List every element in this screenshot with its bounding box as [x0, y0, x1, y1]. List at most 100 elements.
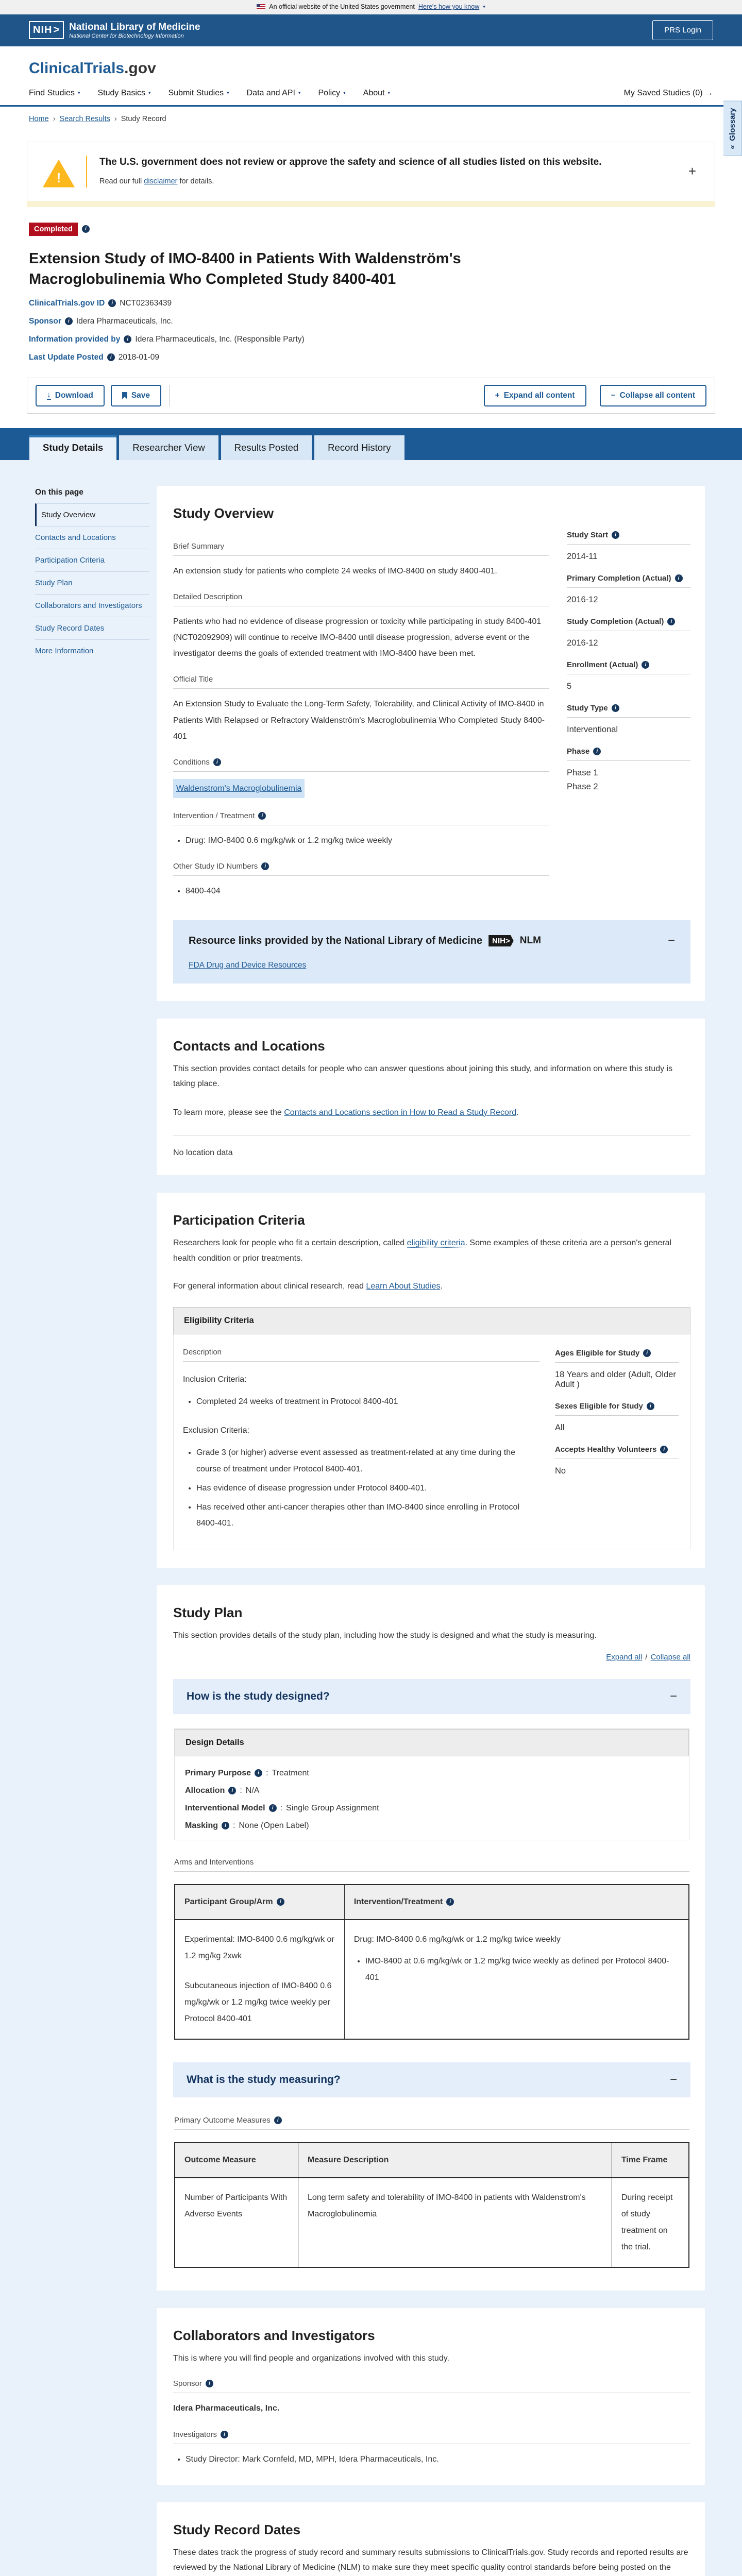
info-icon[interactable]: i — [646, 1402, 654, 1411]
save-button[interactable]: Save — [110, 384, 162, 406]
table-row: Experimental: IMO-8400 0.6 mg/kg/wk or 1… — [174, 1919, 689, 2040]
sidebar-item-study-overview[interactable]: Study Overview — [35, 503, 149, 526]
info-icon[interactable]: i — [222, 1822, 230, 1830]
info-icon[interactable]: i — [612, 531, 620, 539]
info-icon[interactable]: i — [108, 299, 116, 308]
general-info-post: . — [440, 1281, 443, 1291]
separator: / — [645, 1652, 648, 1662]
info-icon[interactable]: i — [228, 1787, 237, 1795]
collapse-section-icon[interactable]: − — [667, 934, 675, 948]
info-icon[interactable]: i — [258, 812, 266, 820]
time-frame-col-header: Time Frame — [611, 2142, 689, 2178]
minus-icon[interactable]: − — [669, 2072, 677, 2087]
sidebar-item-contacts-and-locations[interactable]: Contacts and Locations — [35, 526, 149, 549]
collaborators-heading: Collaborators and Investigators — [173, 2327, 375, 2343]
tab-record-history[interactable]: Record History — [314, 434, 405, 460]
sexes-label: Sexes Eligible for Study i — [555, 1402, 679, 1416]
info-icon[interactable]: i — [107, 353, 115, 362]
glossary-side-tab[interactable]: « Glossary — [723, 101, 742, 156]
condition-chip[interactable]: Waldenstrom's Macroglobulinemia — [173, 779, 305, 799]
info-icon[interactable]: i — [221, 2430, 229, 2438]
expand-all-content-button[interactable]: + Expand all content — [483, 384, 586, 406]
sidebar-item-more-information[interactable]: More Information — [35, 639, 149, 662]
nav-item[interactable]: Study Basics ▾ — [97, 88, 151, 97]
info-icon[interactable]: i — [274, 2116, 282, 2124]
nav-item[interactable]: About ▾ — [363, 88, 391, 97]
breadcrumb-home[interactable]: Home — [29, 114, 49, 123]
participation-desc-pre: Researchers look for people who fit a ce… — [173, 1239, 407, 1248]
tab-study-details[interactable]: Study Details — [29, 434, 117, 460]
measuring-collapsible-header[interactable]: What is the study measuring? − — [173, 2062, 690, 2097]
info-icon[interactable]: i — [261, 862, 269, 871]
info-icon[interactable]: i — [64, 317, 73, 326]
nlm-logo[interactable]: NIH > National Library of Medicine Nation… — [29, 21, 200, 39]
info-icon[interactable]: i — [674, 574, 683, 582]
participation-heading: Participation Criteria — [173, 1212, 305, 1228]
nct-id-label: ClinicalTrials.gov ID — [29, 298, 105, 308]
sidebar-item-study-plan[interactable]: Study Plan — [35, 571, 149, 594]
warning-icon: ! — [43, 159, 75, 188]
collaborators-section: Collaborators and Investigators This is … — [157, 2308, 705, 2485]
design-collapsible-header[interactable]: How is the study designed? − — [173, 1679, 690, 1714]
info-icon[interactable]: i — [276, 1898, 284, 1906]
collapse-all-content-button[interactable]: − Collapse all content — [599, 384, 706, 406]
info-icon[interactable]: i — [667, 617, 676, 625]
measuring-collapsible: What is the study measuring? − Primary O… — [173, 2062, 690, 2273]
info-icon[interactable]: i — [255, 1769, 263, 1777]
minus-icon[interactable]: − — [669, 1689, 677, 1703]
record-dates-description: These dates track the progress of study … — [173, 2548, 688, 2572]
sexes-value: All — [555, 1423, 565, 1433]
alert-expand-icon[interactable]: + — [688, 163, 696, 179]
nav-item[interactable]: Data and API ▾ — [246, 88, 301, 97]
sponsor-name: Idera Pharmaceuticals, Inc. — [173, 2404, 280, 2413]
info-icon[interactable]: i — [124, 335, 132, 344]
sidebar-item-collaborators[interactable]: Collaborators and Investigators — [35, 594, 149, 617]
breadcrumb-search-results[interactable]: Search Results — [59, 114, 110, 123]
tab-researcher-view[interactable]: Researcher View — [119, 434, 219, 460]
design-collapsible: How is the study designed? − Design Deta… — [173, 1679, 690, 2045]
exclusion-item: Has evidence of disease progression unde… — [196, 1480, 539, 1496]
primary-outcomes-label: Primary Outcome Measures i — [174, 2116, 689, 2130]
site-header: ClinicalTrials.gov Find Studies ▾ Study Ba… — [0, 46, 742, 105]
sidebar-item-participation-criteria[interactable]: Participation Criteria — [35, 548, 149, 571]
how-to-read-link[interactable]: Contacts and Locations section in How to… — [284, 1108, 517, 1117]
study-plan-heading: Study Plan — [173, 1605, 243, 1621]
brief-summary-text: An extension study for patients who comp… — [173, 566, 497, 575]
info-icon[interactable]: i — [642, 660, 650, 669]
nav-item[interactable]: Policy ▾ — [318, 88, 346, 97]
my-saved-studies-link[interactable]: My Saved Studies (0) → — [623, 88, 713, 97]
how-you-know-link[interactable]: Here's how you know — [418, 3, 480, 10]
info-icon[interactable]: i — [643, 1349, 651, 1358]
arm-column-header: Participant Group/Arm — [184, 1897, 273, 1906]
expand-all-link[interactable]: Expand all — [606, 1652, 643, 1662]
collapse-all-link[interactable]: Collapse all — [650, 1652, 690, 1662]
info-icon[interactable]: i — [446, 1898, 454, 1906]
info-icon[interactable]: i — [268, 1804, 277, 1812]
site-logo[interactable]: ClinicalTrials.gov — [29, 59, 156, 77]
sidebar-item-study-record-dates[interactable]: Study Record Dates — [35, 616, 149, 639]
sponsor-section-label: Sponsor i — [173, 2379, 690, 2394]
on-this-page-nav: On this page Study Overview Contacts and… — [35, 486, 149, 662]
fda-resources-link[interactable]: FDA Drug and Device Resources — [189, 960, 307, 970]
info-icon[interactable]: i — [205, 2380, 213, 2388]
nav-item[interactable]: Find Studies ▾ — [29, 88, 80, 97]
contacts-learn-pre: To learn more, please see the — [173, 1108, 284, 1117]
minus-icon: − — [611, 391, 616, 400]
outcome-measures-table: Outcome Measure Measure Description Time… — [174, 2142, 689, 2268]
design-details-rows: Primary Purpose i : Treatment Allocation… — [175, 1756, 689, 1840]
eligibility-criteria-link[interactable]: eligibility criteria — [407, 1239, 465, 1248]
learn-about-studies-link[interactable]: Learn About Studies — [366, 1281, 441, 1291]
healthy-volunteers-label: Accepts Healthy Volunteers i — [555, 1445, 679, 1460]
tab-results-posted[interactable]: Results Posted — [220, 434, 313, 460]
disclaimer-link[interactable]: disclaimer — [144, 177, 178, 185]
info-icon[interactable]: i — [81, 225, 90, 233]
nav-item[interactable]: Submit Studies ▾ — [168, 88, 229, 97]
study-meta: ClinicalTrials.gov ID i NCT02363439 Sponso… — [29, 299, 713, 362]
info-icon[interactable]: i — [660, 1446, 668, 1454]
info-icon[interactable]: i — [213, 758, 221, 766]
prs-login-button[interactable]: PRS Login — [652, 20, 713, 40]
study-facts: Study Start i 2014-11 Primary Completion … — [567, 529, 690, 900]
info-icon[interactable]: i — [611, 704, 619, 712]
download-button[interactable]: ↓ Download — [36, 384, 105, 406]
info-icon[interactable]: i — [593, 747, 601, 755]
